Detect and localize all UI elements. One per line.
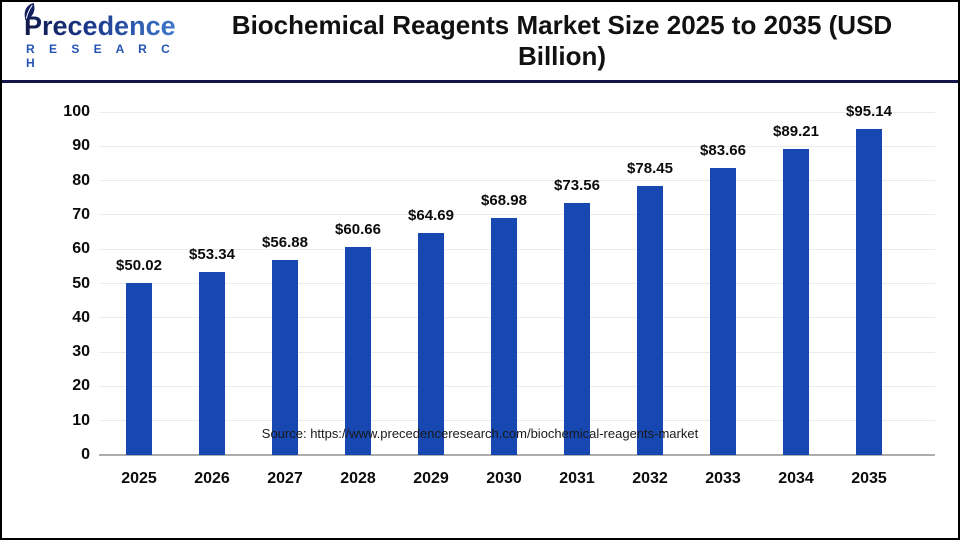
logo-subtitle-text: R E S E A R C H [26,42,176,70]
x-axis-tick-label: 2027 [267,470,303,487]
bar-value-label: $53.34 [189,246,235,264]
bar-value-label: $95.14 [846,102,892,120]
x-axis-tick-label: 2028 [340,470,376,487]
logo-brand-text: Precedence [24,11,176,41]
y-axis-tick-label: 20 [72,377,90,395]
bar-value-label: $83.66 [700,142,746,160]
gridline [99,214,935,216]
precedence-research-logo: Precedence R E S E A R C H [2,2,192,70]
gridline [99,385,935,387]
gridline [99,351,935,353]
bar-2031 [564,202,590,455]
gridline [99,145,935,147]
source-text: Source: https://www.precedenceresearch.c… [261,426,699,441]
bar-value-label: $73.56 [554,176,600,194]
y-axis-tick-label: 100 [63,103,90,120]
y-axis-tick-label: 70 [72,205,90,223]
bar-2027 [272,259,298,455]
bar-chart: 0 10 20 30 40 50 60 70 80 90 100 $50.02 2025 $53.34 20… [2,83,958,538]
gridline [99,420,935,422]
bar-2032 [637,185,663,455]
x-axis-tick-label: 2029 [413,470,449,487]
x-axis-tick-label: 2032 [632,470,668,487]
bar-2034 [783,149,809,455]
bar-2025 [126,283,152,455]
leaf-icon [24,2,35,21]
bar-value-label: $64.69 [408,207,454,225]
logo-wordmark: Precedence [24,2,192,41]
x-axis-tick-label: 2033 [705,470,741,487]
bar-value-label: $89.21 [773,123,819,140]
bar-2028 [345,246,371,455]
header: Precedence R E S E A R C H Biochemical R… [2,2,958,80]
gridline [99,248,935,250]
gridline [99,111,935,113]
y-axis-tick-label: 10 [72,411,90,429]
y-axis-tick-label: 40 [72,308,90,326]
bar-value-label: $60.66 [335,220,381,238]
header-divider [2,80,958,83]
bar-value-label: $56.88 [262,233,308,251]
y-axis-tick-label: 60 [72,240,90,258]
gridline [99,283,935,284]
x-axis-line [99,454,935,456]
x-axis-tick-label: 2026 [194,470,230,487]
y-axis-tick-label: 30 [72,343,90,361]
bar-2035 [856,128,882,455]
x-axis-tick-label: 2030 [486,470,522,487]
x-axis-tick-label: 2035 [851,470,887,487]
bar-2030 [491,218,517,455]
bar-2029 [418,233,444,455]
x-axis-tick-label: 2034 [778,470,814,487]
bar-value-label: $50.02 [116,257,162,275]
y-axis-tick-label: 90 [72,137,90,155]
y-axis-tick-label: 0 [81,446,90,463]
bar-value-label: $68.98 [481,192,527,210]
chart-title: Biochemical Reagents Market Size 2025 to… [231,10,893,71]
y-axis-tick-label: 50 [72,274,90,292]
x-axis-tick-label: 2025 [121,470,157,487]
bar-2033 [710,168,736,455]
gridline [99,317,935,319]
x-axis-tick-label: 2031 [559,470,595,487]
gridline [99,180,935,182]
bar-2026 [199,272,225,455]
y-axis-tick-label: 80 [72,171,90,189]
bar-value-label: $78.45 [627,159,673,177]
